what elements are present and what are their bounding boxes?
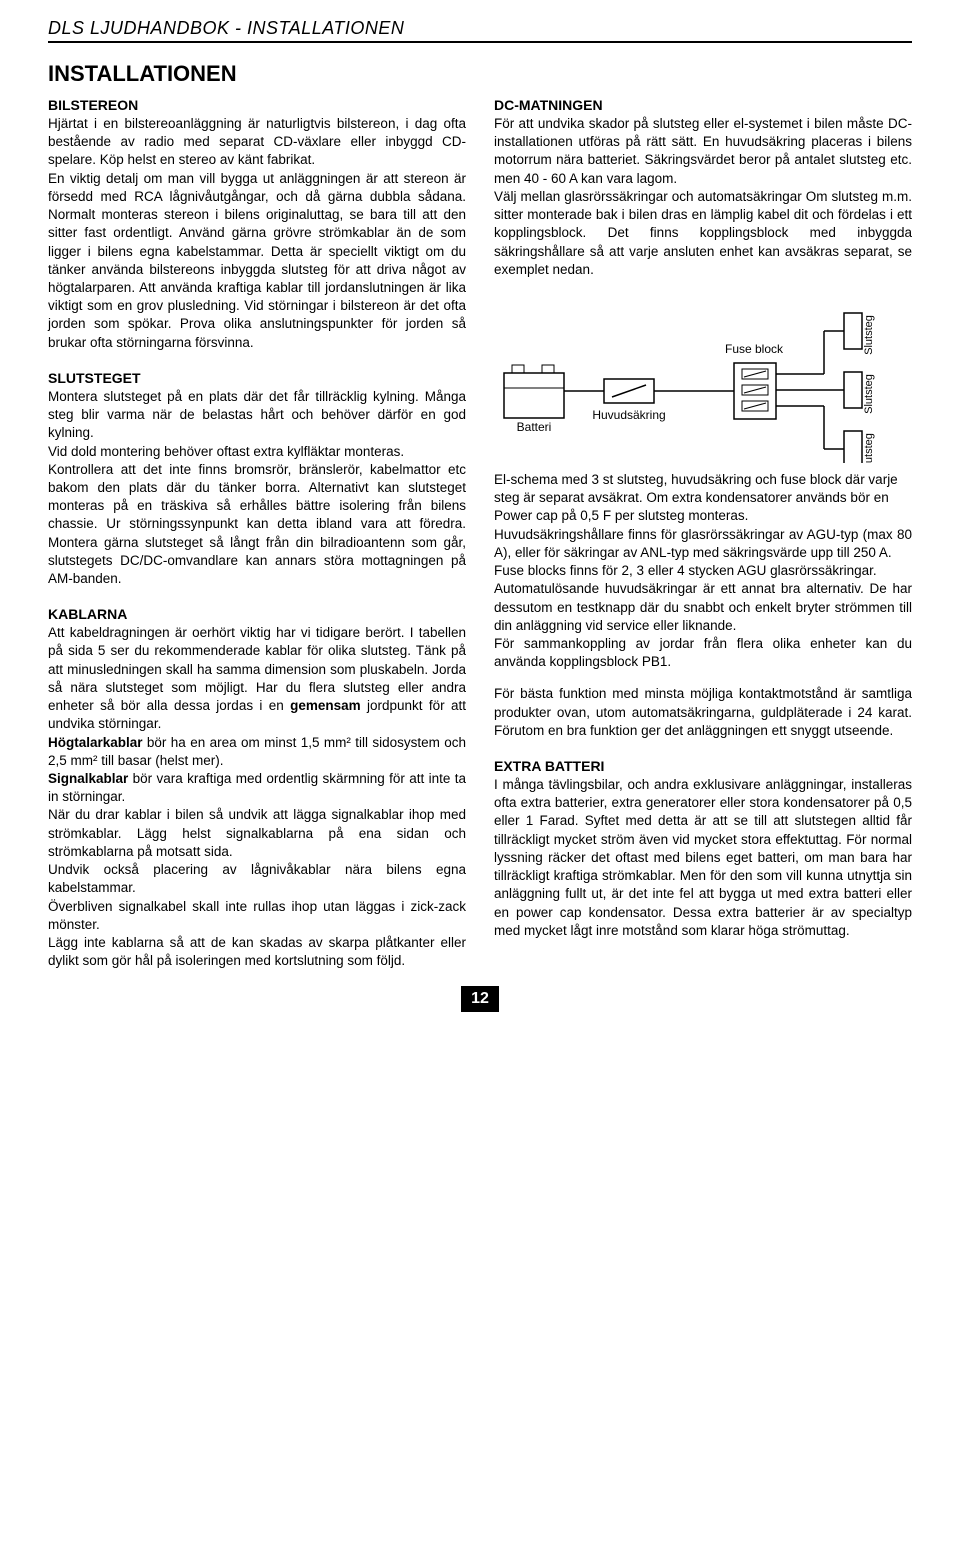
kablarna-p6: Överbliven signalkabel skall inte rullas… [48, 898, 466, 934]
kablarna-p3-bold: Signalkablar [48, 771, 128, 786]
left-column: BILSTEREON Hjärtat i en bilstereoanläggn… [48, 97, 466, 970]
afterdiag-p5: För bästa funktion med minsta möjliga ko… [494, 685, 912, 740]
slutsteget-p2: Vid dold montering behöver oftast extra … [48, 443, 466, 461]
kablarna-p1: Att kabeldragningen är oerhört viktig ha… [48, 624, 466, 733]
kablarna-p4: När du drar kablar i bilen så undvik att… [48, 806, 466, 861]
slutsteget-p1: Montera slutsteget på en plats där det f… [48, 388, 466, 443]
two-column-layout: BILSTEREON Hjärtat i en bilstereoanläggn… [48, 97, 912, 970]
kablarna-p2: Högtalarkablar bör ha en area om minst 1… [48, 734, 466, 770]
heading-slutsteget: SLUTSTEGET [48, 370, 466, 386]
kablarna-p2-bold: Högtalarkablar [48, 735, 143, 750]
page-number: 12 [461, 986, 499, 1012]
bilstereon-p1: Hjärtat i en bilstereoanläggning är natu… [48, 115, 466, 170]
kablarna-p3: Signalkablar bör vara kraftiga med orden… [48, 770, 466, 806]
afterdiag-p3: Automatulösande huvudsäkringar är ett an… [494, 580, 912, 635]
kablarna-p1-bold: gemensam [290, 698, 361, 713]
page-title: INSTALLATIONEN [48, 61, 912, 87]
dcmatningen-p1: För att undvika skador på slutsteg eller… [494, 115, 912, 188]
slutsteget-p3: Kontrollera att det inte finns bromsrör,… [48, 461, 466, 589]
heading-dcmatningen: DC-MATNINGEN [494, 97, 912, 113]
bilstereon-p2: En viktig detalj om man vill bygga ut an… [48, 170, 466, 352]
fuseblock-label: Fuse block [725, 342, 784, 356]
mainfuse-label: Huvudsäkring [592, 408, 665, 422]
dcmatningen-p2: Välj mellan glasrörssäkringar och automa… [494, 188, 912, 279]
afterdiag-p2: Fuse blocks finns för 2, 3 eller 4 styck… [494, 562, 912, 580]
right-column: DC-MATNINGEN För att undvika skador på s… [494, 97, 912, 970]
extrabatteri-p1: I många tävlingsbilar, och andra exklusi… [494, 776, 912, 940]
heading-extrabatteri: EXTRA BATTERI [494, 758, 912, 774]
amp3-label: Slutsteg [863, 433, 875, 463]
heading-kablarna: KABLARNA [48, 606, 466, 622]
wiring-diagram-svg: Batteri Huvudsäkring [494, 293, 904, 463]
heading-bilstereon: BILSTEREON [48, 97, 466, 113]
wiring-diagram: Batteri Huvudsäkring [494, 293, 912, 463]
kablarna-p7: Lägg inte kablarna så att de kan skadas … [48, 934, 466, 970]
battery-label: Batteri [517, 420, 552, 434]
page: DLS LJUDHANDBOK - INSTALLATIONEN INSTALL… [0, 0, 960, 1032]
diagram-caption: El-schema med 3 st slutsteg, huvudsäkrin… [494, 471, 912, 526]
amp1-label: Slutsteg [863, 315, 875, 355]
amp2-label: Slutsteg [863, 374, 875, 414]
kablarna-p5: Undvik också placering av lågnivåkablar … [48, 861, 466, 897]
header-bar: DLS LJUDHANDBOK - INSTALLATIONEN [48, 18, 912, 43]
page-number-wrap: 12 [48, 986, 912, 1012]
afterdiag-p1: Huvudsäkringshållare finns för glasrörss… [494, 526, 912, 562]
afterdiag-p4: För sammankoppling av jordar från flera … [494, 635, 912, 671]
